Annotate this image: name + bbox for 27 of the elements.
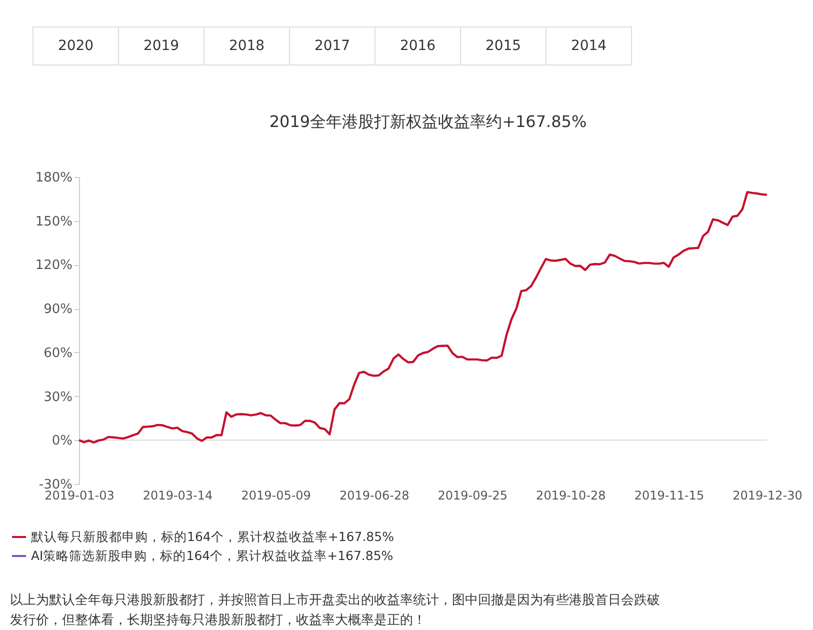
text: 2018 [228,38,265,54]
text: 2017 [314,38,350,54]
x-tick-label: 2019-05-09 [241,488,311,502]
x-tick-label: 2019-11-15 [634,488,704,502]
y-tick-label: 0% [52,434,72,449]
text: 以上为默认全年每只港股新股都打，并按照首日上市开盘卖出的收益率统计，图中回撤是因为有些港股首日会跌破发行价，但整体看，长期坚持每只港股新股都打，收益率大概率是正的！ [10,592,660,628]
x-tick-label: 2019-01-03 [44,488,114,502]
y-tick-label: 90% [44,302,72,318]
y-tick-label: 150% [35,214,72,230]
x-tick-label: 2019-10-28 [536,488,606,502]
x-tick-label: 2019-12-30 [732,488,802,502]
y-tick-label: 120% [35,258,72,274]
chart-title: 2019全年港股打新权益收益率约+167.85% [269,112,587,131]
y-tick-label: 180% [35,170,72,186]
text: 2019 [143,38,180,54]
legend-label: 默认每只新股都申购，标的164个，累计权益收益率+167.85% [30,529,394,544]
y-tick-label: 30% [44,390,72,405]
x-tick-label: 2019-03-14 [142,488,213,502]
text: 2020 [58,38,94,54]
x-tick-label: 2019-06-28 [339,488,410,502]
text: 2016 [400,38,436,54]
text: 2014 [570,38,607,54]
legend-label: AI策略筛选新股申购，标的164个，累计权益收益率+167.85% [31,548,394,563]
text: 2015 [485,38,522,54]
line-series [78,190,768,444]
x-tick-label: 2019-09-25 [438,488,508,502]
y-tick-label: 60% [44,346,72,361]
